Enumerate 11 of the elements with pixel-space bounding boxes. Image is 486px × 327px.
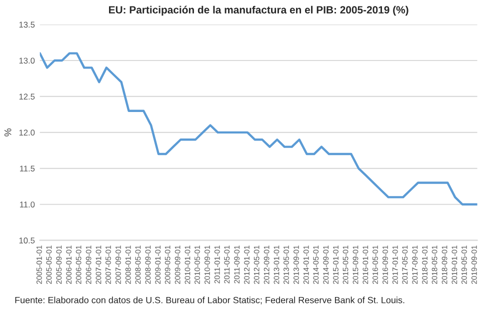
source-note: Fuente: Elaborado con datos de U.S. Bureau of Labor Statisc; Federal Reserve Bank of St. Louis. — [15, 296, 404, 304]
y-tick-label: 13.5 — [19, 22, 35, 28]
y-tick-label: 11.0 — [20, 202, 35, 208]
line-series — [40, 52, 478, 206]
y-axis-title: % — [4, 128, 12, 136]
y-tick-label: 10.5 — [19, 238, 35, 244]
y-tick-label: 12.5 — [19, 94, 35, 100]
y-tick-label: 13.0 — [19, 58, 35, 64]
y-tick-label: 11.5 — [20, 166, 35, 172]
chart-title: EU: Participación de la manufactura en el PIB: 2005-2019 (%) — [109, 6, 408, 16]
y-tick-label: 12.0 — [19, 130, 35, 136]
